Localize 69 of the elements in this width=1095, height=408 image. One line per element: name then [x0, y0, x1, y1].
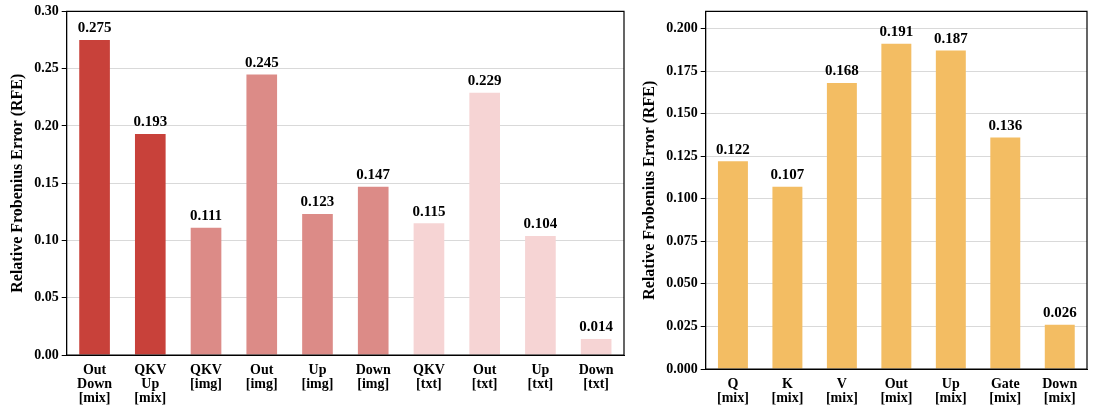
y-tick-label: 0.025 — [666, 318, 698, 334]
bar — [79, 40, 110, 355]
x-tick-label: Out [txt] — [471, 361, 498, 391]
y-tick-label: 0.25 — [34, 60, 59, 76]
y-tick-label: 0.00 — [34, 346, 59, 362]
y-tick-label: 0.125 — [666, 147, 698, 163]
data-label: 0.275 — [77, 19, 112, 36]
x-tick-label: Down [txt] — [578, 361, 614, 391]
y-tick-label: 0.050 — [666, 275, 698, 291]
bar — [990, 137, 1021, 369]
x-tick-label: K [mix] — [771, 375, 804, 405]
x-tick-label: Up [txt] — [527, 361, 554, 391]
data-label: 0.187 — [933, 29, 969, 46]
x-tick-label: Q [mix] — [716, 375, 749, 405]
y-tick-label: 0.200 — [666, 20, 698, 36]
bar — [190, 227, 222, 355]
bar — [772, 186, 803, 369]
data-label: 0.115 — [412, 202, 446, 219]
x-tick-label: Out Down [mix] — [77, 361, 113, 405]
y-tick-label: 0.000 — [666, 360, 698, 376]
data-label: 0.147 — [356, 166, 391, 183]
x-tick-label: Down [img] — [355, 361, 391, 391]
bar — [826, 82, 857, 369]
x-tick-label: Up [img] — [301, 361, 334, 391]
x-tick-label: V [mix] — [825, 375, 858, 405]
bar — [580, 338, 612, 355]
data-label: 0.026 — [1042, 304, 1078, 321]
y-tick-label: 0.150 — [666, 105, 698, 121]
x-tick-label: Out [mix] — [880, 375, 913, 405]
y-tick-label: 0.10 — [34, 232, 59, 248]
bar — [717, 161, 748, 369]
bar — [302, 214, 333, 355]
bar — [1044, 324, 1075, 369]
x-tick-label: Up [mix] — [934, 375, 967, 405]
y-tick-label: 0.15 — [34, 174, 59, 190]
y-tick-label: 0.30 — [34, 3, 59, 19]
y-tick-label: 0.20 — [34, 117, 59, 133]
data-label: 0.014 — [579, 318, 614, 335]
data-label: 0.123 — [300, 193, 335, 210]
y-axis-title: Relative Frobenius Error (RFE) — [639, 80, 658, 300]
bar — [935, 50, 966, 369]
data-label: 0.168 — [825, 62, 859, 79]
data-label: 0.111 — [189, 207, 223, 224]
bar — [881, 43, 912, 369]
data-label: 0.229 — [467, 72, 502, 89]
y-axis-title: Relative Frobenius Error (RFE) — [7, 73, 26, 293]
y-tick-label: 0.100 — [666, 190, 698, 206]
bar — [134, 133, 166, 355]
data-label: 0.104 — [523, 215, 558, 232]
data-label: 0.191 — [879, 23, 914, 40]
bar — [413, 223, 445, 355]
x-tick-label: QKV [img] — [190, 361, 222, 391]
x-tick-label: QKV [txt] — [413, 361, 445, 391]
bar — [525, 235, 556, 355]
y-tick-label: 0.175 — [666, 62, 698, 78]
bar — [469, 92, 500, 355]
bar — [357, 186, 389, 355]
bar — [246, 74, 278, 355]
data-label: 0.193 — [133, 113, 168, 130]
y-tick-label: 0.05 — [34, 289, 59, 305]
data-label: 0.122 — [716, 140, 750, 157]
data-label: 0.136 — [988, 116, 1023, 133]
data-label: 0.245 — [244, 53, 279, 70]
x-tick-label: QKV Up [mix] — [134, 361, 167, 405]
x-tick-label: Down [mix] — [1042, 375, 1078, 405]
y-tick-label: 0.075 — [666, 232, 698, 248]
x-tick-label: Gate [mix] — [989, 375, 1022, 405]
x-tick-label: Out [img] — [245, 361, 278, 391]
data-label: 0.107 — [770, 166, 805, 183]
